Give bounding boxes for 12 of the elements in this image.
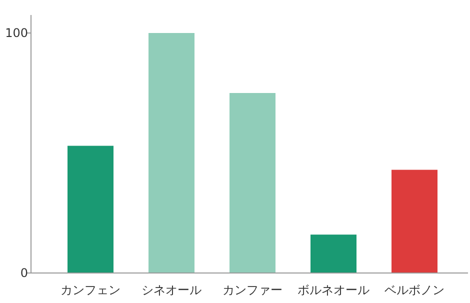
bar xyxy=(148,33,194,273)
x-tick-label: カンファー xyxy=(222,283,282,297)
x-tick-label: ベルボノン xyxy=(384,283,444,297)
bar xyxy=(310,234,356,273)
y-tick-label: 0 xyxy=(20,266,28,280)
x-tick-label: ボルネオール xyxy=(298,283,370,297)
y-tick-label: 100 xyxy=(5,26,28,40)
bar xyxy=(392,170,438,273)
bar xyxy=(68,146,114,273)
x-tick-label: カンフェン xyxy=(60,283,120,297)
x-tick-label: シネオール xyxy=(142,283,202,297)
bar xyxy=(230,93,276,273)
